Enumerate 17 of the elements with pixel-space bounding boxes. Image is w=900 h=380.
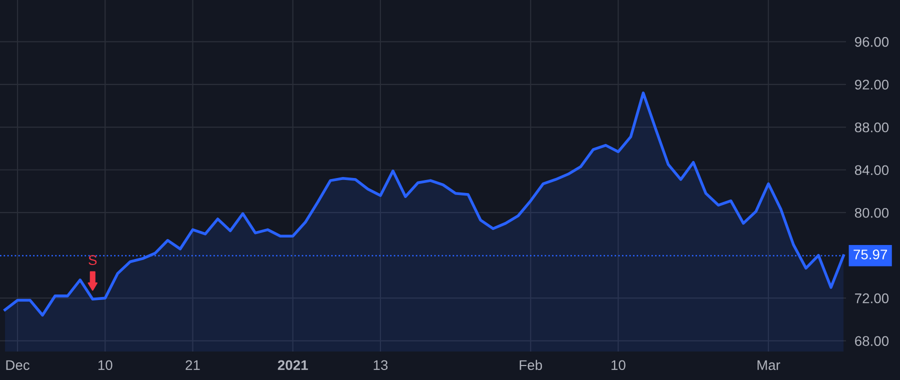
x-tick-label: 10 [612,360,626,370]
x-tick-label: Dec [6,360,30,370]
x-tick-label: 13 [374,360,388,370]
x-tick-label: 2021 [278,360,308,370]
y-tick-label: 80.00 [854,208,889,218]
y-tick-label: 92.00 [854,80,889,90]
y-tick-label: 96.00 [854,37,889,47]
x-tick-label: 21 [186,360,200,370]
y-tick-label: 68.00 [855,336,889,346]
y-tick-label: 84.00 [854,165,889,176]
x-tick-label: Mar [758,360,780,370]
y-tick-label: 88.00 [854,122,889,132]
ref-line-label: 75.97 [854,250,888,260]
x-tick-label: 10 [98,360,112,370]
x-tick-label: Feb [520,360,542,370]
annotation: S [88,255,97,266]
y-tick-label: 72.00 [855,293,889,304]
